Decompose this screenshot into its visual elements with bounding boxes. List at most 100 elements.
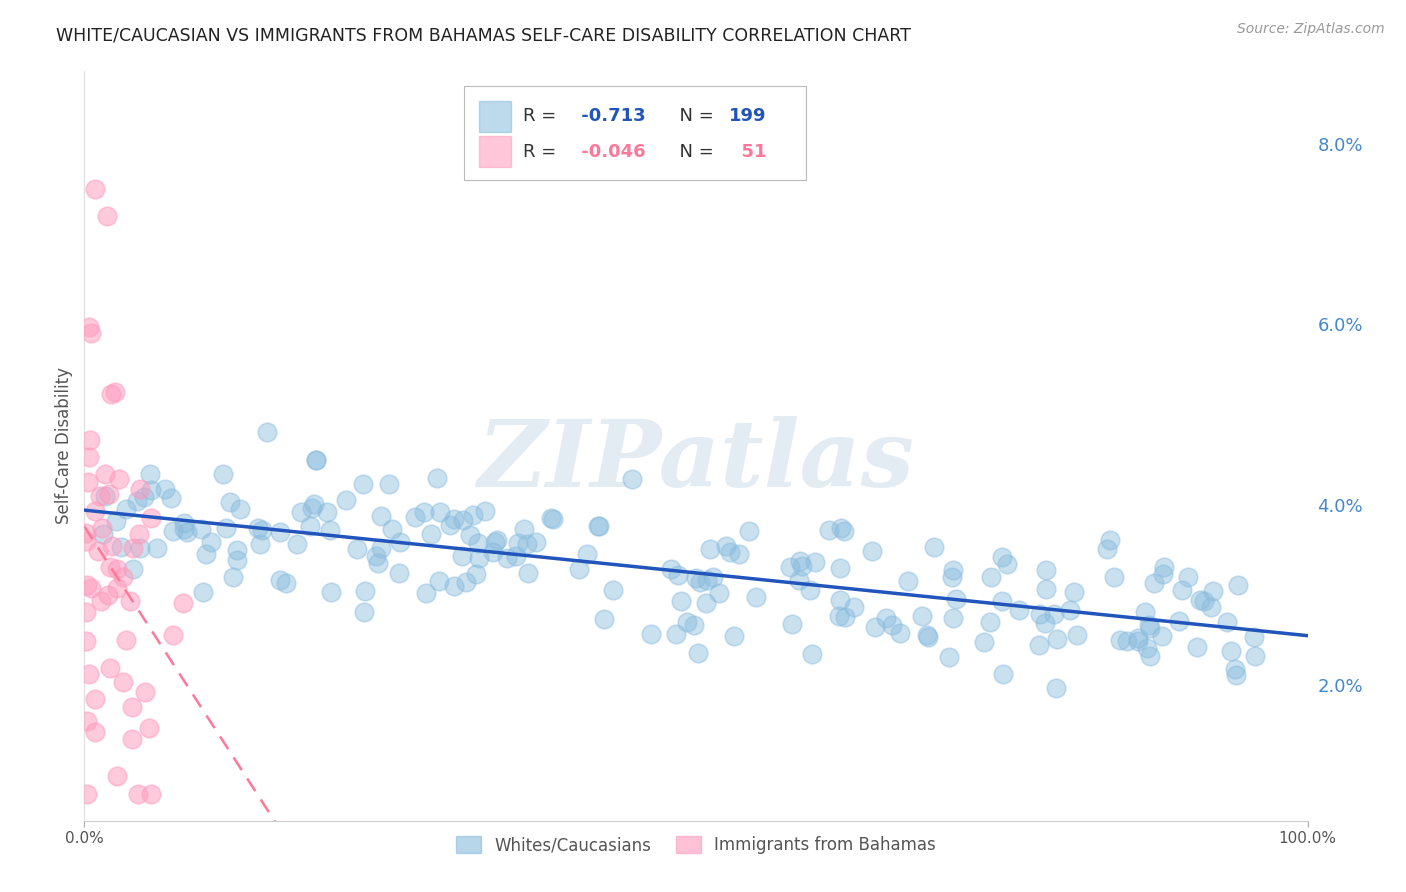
Point bbox=[685, 571, 707, 585]
Point bbox=[830, 592, 852, 607]
Point bbox=[942, 611, 965, 625]
Point bbox=[686, 646, 709, 660]
Point bbox=[804, 555, 827, 569]
Point bbox=[1168, 614, 1191, 628]
Point bbox=[83, 503, 105, 517]
Point bbox=[875, 611, 897, 625]
Point bbox=[621, 471, 644, 485]
Point bbox=[505, 549, 527, 563]
Point bbox=[1152, 629, 1174, 643]
Point bbox=[129, 541, 152, 555]
Point bbox=[79, 434, 101, 448]
Point bbox=[1185, 640, 1208, 654]
Point bbox=[516, 537, 538, 551]
Legend: Whites/Caucasians, Immigrants from Bahamas: Whites/Caucasians, Immigrants from Baham… bbox=[449, 830, 943, 861]
Point bbox=[141, 787, 163, 801]
Point bbox=[682, 617, 704, 632]
FancyBboxPatch shape bbox=[464, 87, 806, 180]
Point bbox=[980, 570, 1002, 584]
Point bbox=[1152, 567, 1174, 582]
Point bbox=[1225, 668, 1247, 682]
Point bbox=[134, 685, 156, 699]
Point bbox=[354, 584, 377, 599]
Point bbox=[91, 521, 114, 535]
Point bbox=[737, 524, 759, 538]
Text: ZIPatlas: ZIPatlas bbox=[478, 416, 914, 506]
Point bbox=[702, 570, 724, 584]
Point bbox=[1137, 617, 1160, 632]
Point bbox=[364, 549, 387, 563]
Point bbox=[381, 522, 404, 536]
Point bbox=[640, 627, 662, 641]
Point bbox=[215, 521, 238, 535]
Point bbox=[301, 501, 323, 516]
Point bbox=[541, 512, 564, 526]
Point bbox=[427, 574, 450, 588]
Point bbox=[173, 516, 195, 531]
Point bbox=[97, 588, 120, 602]
Point bbox=[134, 490, 156, 504]
Point bbox=[218, 495, 240, 509]
Point bbox=[76, 787, 98, 801]
Point bbox=[1139, 649, 1161, 664]
Point bbox=[299, 519, 322, 533]
Point bbox=[315, 505, 337, 519]
Point bbox=[108, 472, 131, 486]
Point bbox=[669, 593, 692, 607]
Point bbox=[388, 566, 411, 580]
Point bbox=[426, 470, 449, 484]
Point bbox=[153, 483, 176, 497]
Point bbox=[1243, 630, 1265, 644]
Point bbox=[458, 527, 481, 541]
Point bbox=[922, 540, 945, 554]
Point bbox=[162, 628, 184, 642]
Point bbox=[1143, 576, 1166, 591]
Point bbox=[1109, 632, 1132, 647]
Point bbox=[367, 556, 389, 570]
Point bbox=[76, 578, 98, 592]
Point bbox=[484, 535, 506, 549]
Point bbox=[945, 592, 967, 607]
Point bbox=[995, 557, 1018, 571]
Point bbox=[714, 539, 737, 553]
Point bbox=[226, 543, 249, 558]
Point bbox=[474, 504, 496, 518]
Point bbox=[75, 605, 97, 619]
Point bbox=[93, 467, 115, 482]
Point bbox=[801, 648, 824, 662]
Point bbox=[370, 541, 392, 555]
Point bbox=[105, 514, 128, 528]
Point bbox=[110, 541, 132, 555]
Point bbox=[176, 524, 198, 539]
Point bbox=[586, 518, 609, 533]
Point bbox=[443, 579, 465, 593]
Point bbox=[221, 570, 243, 584]
Point bbox=[689, 574, 711, 589]
Point bbox=[602, 582, 624, 597]
Point bbox=[75, 525, 97, 540]
Point bbox=[129, 482, 152, 496]
Point bbox=[1043, 607, 1066, 622]
Point bbox=[1097, 541, 1119, 556]
Point bbox=[588, 519, 610, 533]
Point bbox=[105, 582, 128, 596]
Point bbox=[451, 512, 474, 526]
Point bbox=[1226, 578, 1249, 592]
Point bbox=[353, 605, 375, 619]
Point bbox=[319, 584, 342, 599]
Point bbox=[141, 511, 163, 525]
Point bbox=[370, 508, 392, 523]
Point bbox=[420, 527, 443, 541]
Point bbox=[378, 476, 401, 491]
Point bbox=[676, 615, 699, 629]
Point bbox=[139, 483, 162, 498]
Point bbox=[439, 517, 461, 532]
Point bbox=[666, 568, 689, 582]
Point bbox=[269, 573, 291, 587]
Point bbox=[465, 566, 488, 581]
Point bbox=[991, 593, 1014, 607]
Point bbox=[817, 523, 839, 537]
Point bbox=[1115, 634, 1137, 648]
Text: 51: 51 bbox=[728, 143, 766, 161]
Point bbox=[173, 522, 195, 536]
